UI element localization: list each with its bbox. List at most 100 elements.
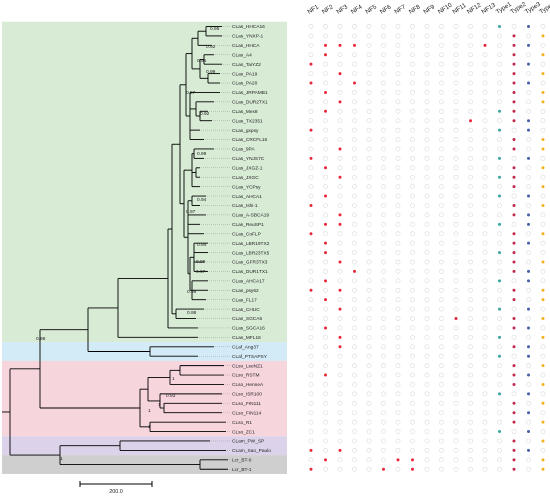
matrix-dot-absent: [424, 259, 430, 265]
matrix-dot-absent: [366, 316, 372, 321]
matrix-dot-absent: [381, 212, 386, 218]
matrix-dot-absent: [526, 90, 531, 95]
matrix-dot-present: [541, 439, 545, 443]
matrix-dot-absent: [511, 306, 517, 312]
matrix-dot-absent: [352, 221, 357, 227]
bootstrap-value: 0.94: [197, 242, 207, 248]
matrix-dot-absent: [323, 447, 328, 453]
matrix-dot-absent: [337, 240, 343, 246]
matrix-dot-present: [498, 128, 501, 132]
tip-label: CLas_LBR19TX2: [232, 241, 270, 247]
matrix-dot-absent: [381, 99, 386, 105]
matrix-dot-absent: [453, 146, 459, 152]
matrix-dot-absent: [395, 325, 401, 331]
matrix-dot-absent: [453, 287, 459, 293]
matrix-dot-absent: [439, 297, 444, 303]
tip-label: CLas_DUR2TX1: [232, 100, 268, 106]
matrix-dot-absent: [468, 193, 473, 199]
matrix-dot-absent: [468, 400, 473, 406]
matrix-dot-absent: [468, 278, 473, 284]
matrix-dot-present: [512, 72, 516, 76]
matrix-dot-absent: [410, 400, 415, 406]
matrix-dot-present: [512, 373, 516, 377]
matrix-dot-absent: [410, 391, 415, 397]
matrix-dot-absent: [366, 400, 372, 406]
matrix-dot-absent: [424, 42, 430, 48]
matrix-dot-absent: [352, 344, 357, 350]
matrix-dot-absent: [381, 203, 386, 208]
matrix-dot-absent: [395, 80, 401, 86]
matrix-dot-absent: [497, 203, 502, 208]
matrix-dot-present: [527, 269, 530, 273]
matrix-dot-absent: [323, 382, 328, 387]
matrix-dot-absent: [439, 325, 444, 331]
matrix-dot-present: [527, 373, 530, 377]
matrix-dot-absent: [468, 165, 473, 171]
matrix-dot-present: [324, 458, 327, 462]
matrix-column-header: NF6: [379, 3, 393, 15]
matrix-dot-absent: [468, 466, 473, 472]
matrix-dot-present: [498, 354, 501, 358]
matrix-dot-absent: [526, 419, 531, 425]
matrix-dot-absent: [308, 297, 314, 303]
matrix-dot-present: [541, 401, 545, 405]
matrix-dot-absent: [366, 184, 372, 190]
matrix-dot-present: [527, 345, 530, 349]
matrix-dot-absent: [352, 108, 357, 114]
matrix-dot-present: [512, 251, 516, 255]
matrix-dot-absent: [395, 353, 401, 359]
matrix-dot-absent: [482, 118, 488, 124]
matrix-dot-present: [541, 147, 545, 151]
matrix-dot-absent: [323, 306, 328, 312]
tip-label: CLaf_PTSAPSY: [232, 354, 268, 360]
matrix-dot-absent: [395, 466, 401, 472]
matrix-dot-absent: [439, 71, 444, 76]
matrix-dot-absent: [395, 400, 401, 406]
matrix-dot-present: [541, 90, 545, 94]
matrix-dot-absent: [497, 99, 502, 105]
matrix-dot-present: [498, 251, 501, 255]
matrix-dot-present: [512, 119, 516, 123]
matrix-dot-absent: [395, 297, 401, 303]
matrix-dot-absent: [540, 447, 546, 453]
matrix-dot-absent: [395, 137, 401, 142]
matrix-dot-absent: [526, 184, 531, 190]
matrix-dot-present: [512, 62, 516, 66]
matrix-column-header: NF12: [466, 1, 483, 15]
matrix-dot-absent: [323, 231, 328, 237]
matrix-dot-absent: [410, 184, 415, 190]
matrix-dot-absent: [453, 108, 459, 114]
matrix-dot-present: [498, 335, 501, 339]
matrix-dot-present: [324, 90, 327, 94]
matrix-dot-absent: [424, 155, 430, 161]
matrix-dot-present: [527, 128, 530, 132]
matrix-dot-absent: [366, 52, 372, 58]
matrix-dot-absent: [526, 316, 531, 321]
matrix-dot-absent: [540, 269, 546, 274]
bootstrap-value: 0.99: [197, 151, 207, 157]
matrix-dot-present: [512, 147, 516, 151]
matrix-dot-absent: [366, 24, 372, 29]
matrix-dot-present: [353, 269, 356, 273]
matrix-dot-absent: [337, 269, 343, 274]
matrix-dot-absent: [323, 334, 328, 340]
matrix-dot-absent: [482, 400, 488, 406]
matrix-dot-absent: [482, 71, 488, 76]
matrix-dot-absent: [410, 165, 415, 171]
matrix-dot-present: [512, 90, 516, 94]
matrix-dot-absent: [323, 400, 328, 406]
matrix-dot-absent: [352, 184, 357, 190]
matrix-dot-absent: [511, 221, 517, 227]
matrix-dot-absent: [352, 231, 357, 237]
matrix-dot-absent: [424, 400, 430, 406]
matrix-dot-absent: [352, 363, 357, 369]
tip-label: CLas_PA19: [232, 71, 258, 77]
matrix-dot-absent: [366, 80, 372, 86]
matrix-dot-present: [309, 156, 313, 160]
matrix-dot-absent: [526, 287, 531, 293]
matrix-dot-present: [512, 138, 516, 142]
matrix-dot-absent: [468, 259, 473, 265]
matrix-dot-absent: [410, 24, 415, 29]
scale-bar: 200.0: [79, 481, 153, 495]
matrix-dot-absent: [323, 353, 328, 359]
